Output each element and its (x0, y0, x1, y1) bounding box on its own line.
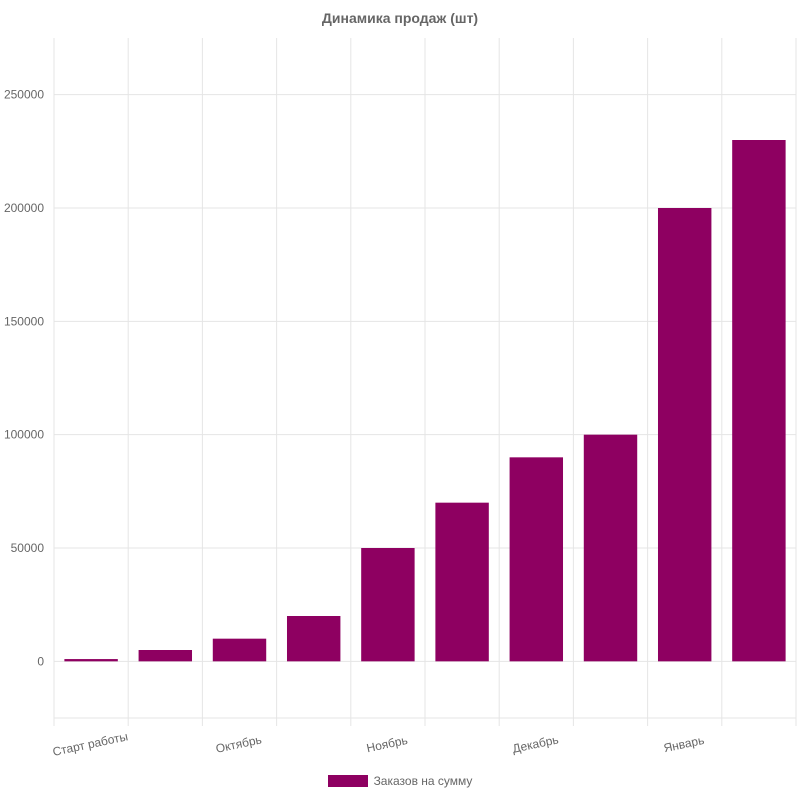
y-axis: 0 50000 100000 150000 200000 250000 (4, 88, 44, 669)
legend-label: Заказов на сумму (373, 774, 473, 788)
bar (361, 548, 415, 662)
x-tick-label: Старт работы (51, 729, 129, 759)
bar (657, 208, 712, 662)
bar (286, 616, 341, 662)
x-tick-label: Ноябрь (365, 733, 409, 755)
y-tick-label: 0 (37, 654, 44, 668)
bar (583, 434, 638, 662)
x-tick-label: Январь (662, 733, 705, 755)
grid-lines (53, 38, 797, 726)
bar (435, 502, 489, 662)
chart-title: Динамика продаж (шт) (321, 10, 479, 26)
y-tick-label: 150000 (4, 314, 44, 328)
bar (138, 650, 193, 662)
bar (732, 140, 786, 662)
bar (64, 659, 118, 662)
y-tick-label: 50000 (11, 541, 45, 555)
x-tick-label: Декабрь (511, 732, 560, 755)
bars (64, 140, 786, 662)
bar (509, 457, 564, 662)
y-tick-label: 100000 (4, 428, 44, 442)
legend[interactable]: Заказов на сумму (0, 774, 800, 788)
y-tick-label: 250000 (4, 88, 44, 102)
x-axis: Старт работы Октябрь Ноябрь Декабрь Январь (51, 729, 705, 759)
bar (212, 638, 267, 662)
y-tick-label: 200000 (4, 201, 44, 215)
x-tick-label: Октябрь (214, 732, 262, 755)
legend-swatch (327, 775, 368, 787)
